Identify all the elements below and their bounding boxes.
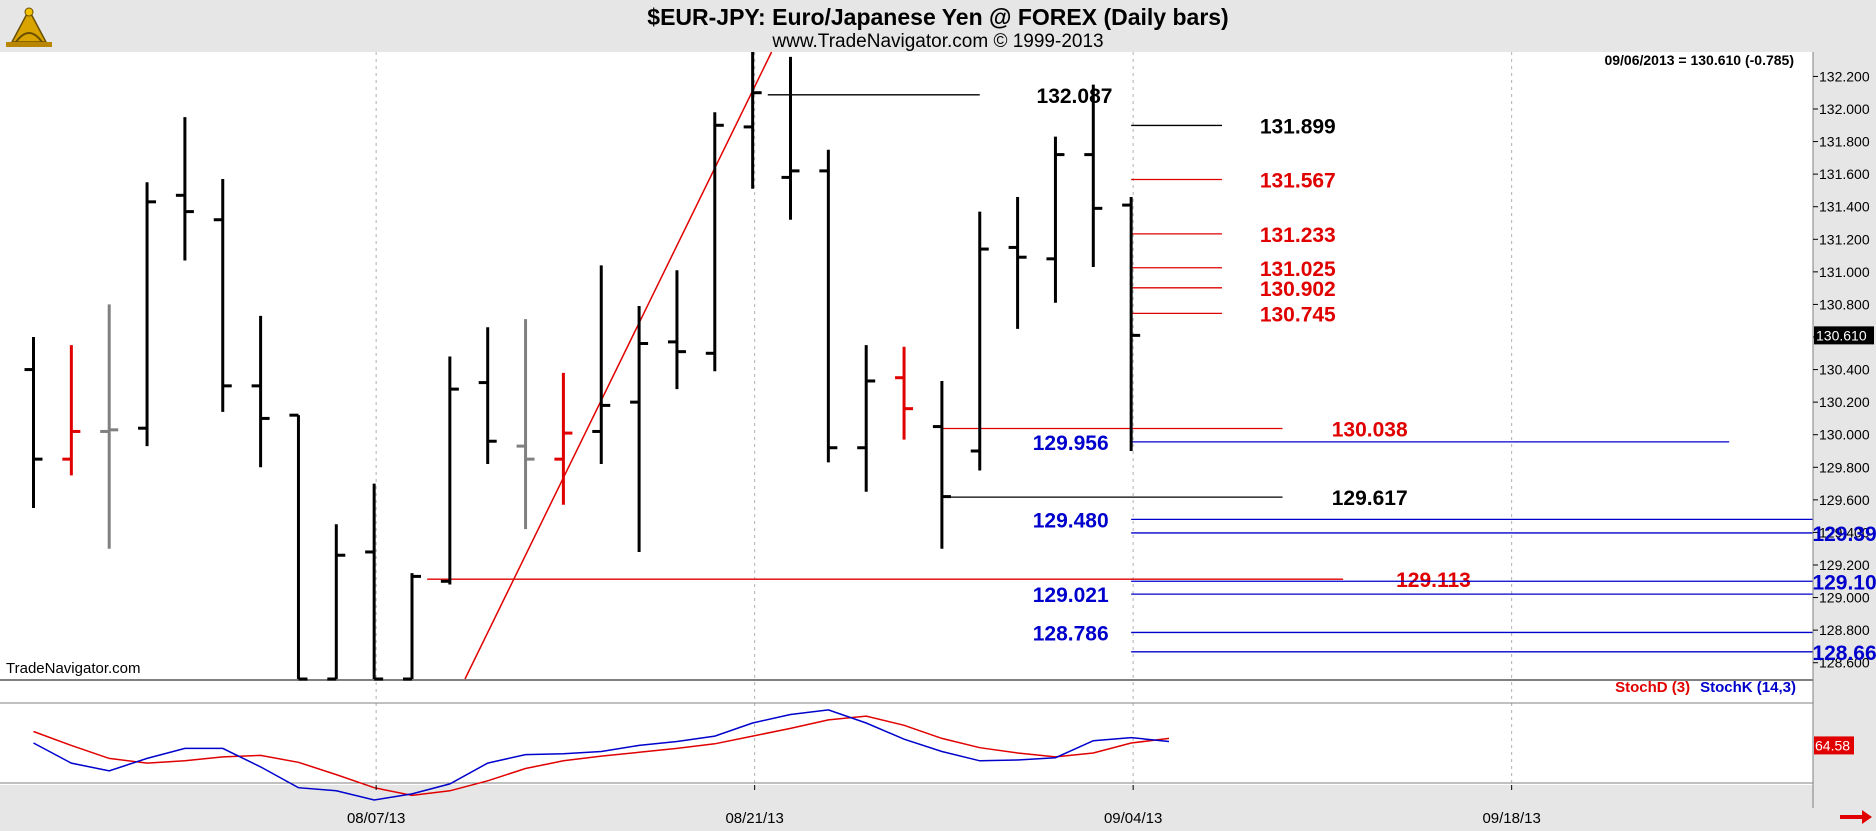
price-level-label: 128.786 bbox=[1033, 622, 1109, 645]
price-tick-label: 130.400 bbox=[1819, 362, 1870, 378]
chart-subtitle: www.TradeNavigator.com © 1999-2013 bbox=[772, 31, 1104, 52]
stochastic-pane[interactable] bbox=[0, 681, 1813, 785]
price-tick-label: 131.800 bbox=[1819, 134, 1870, 150]
price-tick-label: 128.600 bbox=[1819, 655, 1870, 671]
price-tick-label: 132.000 bbox=[1819, 101, 1870, 117]
price-tick-label: 131.000 bbox=[1819, 264, 1870, 280]
stoch-value-label: 64.58 bbox=[1815, 737, 1850, 753]
price-level-label: 131.025 bbox=[1260, 258, 1336, 281]
stoch-k-legend[interactable]: StochK (14,3) bbox=[1700, 679, 1796, 696]
price-level-label: 130.745 bbox=[1260, 303, 1336, 326]
date-axis-band bbox=[0, 785, 1813, 808]
date-tick-label: 08/07/13 bbox=[347, 810, 405, 827]
price-level-label: 129.617 bbox=[1332, 487, 1408, 510]
chart-title: $EUR-JPY: Euro/Japanese Yen @ FOREX (Dai… bbox=[647, 4, 1229, 30]
sextant-logo-icon[interactable] bbox=[4, 2, 54, 50]
indicator-legend: StochD (3) StochK (14,3) bbox=[1615, 679, 1796, 696]
watermark: TradeNavigator.com bbox=[6, 660, 141, 677]
right-arrow-icon[interactable] bbox=[1838, 808, 1874, 826]
price-tick-label: 129.200 bbox=[1819, 557, 1870, 573]
stoch-k-line[interactable] bbox=[33, 709, 1170, 801]
price-tick-label: 130.800 bbox=[1819, 296, 1870, 312]
price-level-label: 131.567 bbox=[1260, 170, 1336, 193]
price-level-label: 129.480 bbox=[1033, 509, 1109, 532]
last-price-label: 130.610 bbox=[1816, 327, 1867, 343]
price-tick-label: 130.200 bbox=[1819, 394, 1870, 410]
price-tick-label: 128.800 bbox=[1819, 622, 1870, 638]
price-level-label: 129.100 bbox=[1812, 571, 1876, 594]
price-level-label: 130.038 bbox=[1332, 419, 1408, 442]
price-tick-label: 129.000 bbox=[1819, 590, 1870, 606]
price-level-label: 131.233 bbox=[1260, 224, 1336, 247]
stoch-d-legend[interactable]: StochD (3) bbox=[1615, 679, 1691, 696]
price-tick-label: 132.200 bbox=[1819, 68, 1870, 84]
price-tick-label: 129.800 bbox=[1819, 459, 1870, 475]
price-level-label: 132.087 bbox=[1037, 85, 1113, 108]
price-tick-label: 131.200 bbox=[1819, 231, 1870, 247]
trendline[interactable] bbox=[464, 51, 773, 680]
date-tick-label: 08/21/13 bbox=[725, 810, 783, 827]
price-pane[interactable] bbox=[0, 52, 1813, 679]
price-tick-label: 129.400 bbox=[1819, 524, 1870, 540]
price-level-label: 129.021 bbox=[1033, 584, 1109, 607]
last-price-box bbox=[1814, 326, 1874, 345]
date-tick-label: 09/04/13 bbox=[1104, 810, 1162, 827]
price-tick-label: 130.000 bbox=[1819, 427, 1870, 443]
price-level-label: 129.956 bbox=[1033, 432, 1109, 455]
price-level-label: 131.899 bbox=[1260, 115, 1336, 138]
price-tick-label: 129.600 bbox=[1819, 492, 1870, 508]
price-level-label: 128.667 bbox=[1812, 642, 1876, 665]
price-tick-label: 131.400 bbox=[1819, 199, 1870, 215]
price-level-label: 129.397 bbox=[1812, 523, 1876, 546]
price-tick-label: 131.600 bbox=[1819, 166, 1870, 182]
stoch-d-line[interactable] bbox=[33, 715, 1170, 797]
price-level-label: 130.902 bbox=[1260, 278, 1336, 301]
stoch-value-box bbox=[1814, 736, 1854, 755]
price-readout: 09/06/2013 = 130.610 (-0.785) bbox=[1604, 52, 1794, 68]
date-tick-label: 09/18/13 bbox=[1482, 810, 1540, 827]
